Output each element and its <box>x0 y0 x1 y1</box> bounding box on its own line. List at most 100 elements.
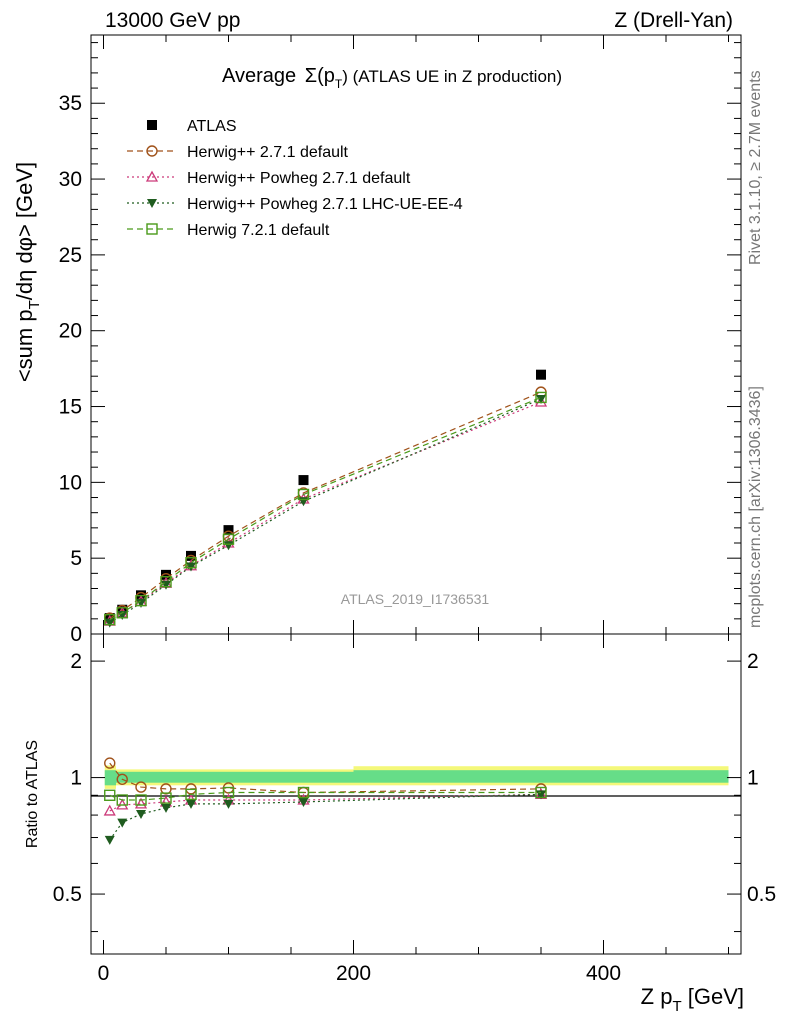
ratio-data-point <box>103 804 116 816</box>
legend-entry: ATLAS <box>187 118 237 135</box>
main-y-label-sub: T <box>26 300 43 309</box>
ratio-data-point <box>298 797 309 807</box>
main-y-tick-label: 15 <box>59 396 82 419</box>
ratio-y-tick-label-right: 1 <box>747 767 759 790</box>
ratio-data-point <box>117 818 128 828</box>
main-series-line <box>109 398 542 624</box>
main-title-rest: ) (ATLAS UE in Z production) <box>342 67 562 86</box>
ratio-uncertainty-band <box>104 765 729 789</box>
legend-marker <box>146 145 158 157</box>
ratio-plot-frame <box>90 633 742 955</box>
main-title: Average Σ(pT) (ATLAS UE in Z production) <box>222 65 562 91</box>
ratio-data-point <box>104 789 116 801</box>
legend-entry: Herwig 7.2.1 default <box>187 222 330 239</box>
main-series-line <box>109 401 542 622</box>
main-series-line <box>109 396 542 621</box>
main-data-point <box>536 369 546 380</box>
ratio-series-line <box>109 793 542 841</box>
header-left: 13000 GeV pp <box>105 9 240 32</box>
main-data-point <box>535 391 547 404</box>
main-data-point <box>223 525 234 536</box>
main-y-tick-label: 20 <box>59 320 82 343</box>
main-series <box>103 369 548 628</box>
ratio-series <box>103 757 548 845</box>
ratio-band-inner <box>353 770 729 783</box>
ratio-band-inner <box>116 771 354 783</box>
ratio-data-point <box>134 797 148 809</box>
main-data-point <box>104 618 115 628</box>
ratio-data-point <box>116 773 128 785</box>
ratio-x-label-sub: T <box>672 998 681 1015</box>
main-title-sub: T <box>335 77 343 91</box>
main-y-label: <sum pT/dη dφ> [GeV] <box>12 162 43 382</box>
ratio-y-tick-label-right: 2 <box>747 650 759 673</box>
main-data-point <box>223 541 234 551</box>
ratio-data-point <box>104 757 116 769</box>
main-y-tick-label: 10 <box>59 471 82 494</box>
ratio-data-point <box>116 794 128 806</box>
rivet-label: Rivet 3.1.10, ≥ 2.7M events <box>747 70 764 265</box>
main-data-point <box>160 575 172 588</box>
main-title-symbol: Σ(p <box>305 65 335 87</box>
main-y-label-b: /dη dφ> [GeV] <box>12 162 37 300</box>
legend: ATLAS Herwig++ 2.7.1 default Herwig++ Powh… <box>127 118 463 239</box>
main-title-word: Average <box>222 65 296 87</box>
main-data-point <box>298 475 309 486</box>
ratio-y-label: Ratio to ATLAS <box>24 740 41 848</box>
main-y-tick-label: 0 <box>70 623 82 646</box>
ratio-x-label-a: Z p <box>641 984 673 1009</box>
main-data-point <box>135 594 147 607</box>
main-data-point <box>536 394 546 404</box>
ratio-x-label: Z pT [GeV] <box>641 984 744 1015</box>
ratio-data-point <box>136 810 146 820</box>
ratio-panel: 0.5 0.5 1 1 2 2 0 200 400 Ratio to ATLAS Z pT [G… <box>24 633 776 1015</box>
ratio-data-point <box>186 799 196 809</box>
ratio-y-tick-label-left: 2 <box>70 650 82 673</box>
main-data-point <box>117 604 128 615</box>
ratio-x-tick-label: 200 <box>336 962 371 985</box>
ratio-data-point <box>297 786 310 799</box>
main-data-point <box>104 613 116 626</box>
ratio-axis-ticks: 0.5 0.5 1 1 2 2 0 200 400 <box>53 634 776 985</box>
ratio-x-tick-label: 400 <box>586 962 621 985</box>
legend-marker <box>147 120 157 130</box>
ratio-x-tick-label: 0 <box>98 962 110 985</box>
ratio-data-point <box>135 781 147 793</box>
main-y-tick-label: 5 <box>70 547 82 570</box>
ratio-data-point <box>135 794 147 806</box>
main-axis-ticks: 0 5 10 15 20 25 30 35 <box>59 35 741 646</box>
legend-entry: Herwig++ 2.7.1 default <box>187 144 349 161</box>
main-y-tick-label: 25 <box>59 244 82 267</box>
ratio-data-point <box>222 786 235 799</box>
analysis-watermark: ATLAS_2019_I1736531 <box>341 591 490 607</box>
main-data-point <box>222 533 235 545</box>
main-y-label-a: <sum p <box>12 309 37 382</box>
legend-marker <box>146 223 158 235</box>
ratio-y-tick-label-right: 0.5 <box>747 883 776 906</box>
main-data-point <box>298 497 309 507</box>
main-data-point <box>116 607 128 619</box>
main-data-point <box>185 557 197 569</box>
main-data-point <box>117 611 128 621</box>
main-data-point <box>161 569 171 580</box>
main-y-tick-label: 30 <box>59 168 82 191</box>
main-series-line <box>109 391 542 619</box>
header-right: Z (Drell-Yan) <box>614 9 733 32</box>
ratio-data-point <box>185 788 197 801</box>
ratio-y-tick-label-left: 0.5 <box>53 883 82 906</box>
main-data-point <box>136 598 146 608</box>
ratio-data-point <box>160 783 172 795</box>
ratio-data-point <box>160 792 172 804</box>
main-data-point <box>186 562 196 572</box>
legend-marker <box>147 199 157 208</box>
ratio-x-label-b: [GeV] <box>682 984 744 1009</box>
ratio-band-inner <box>104 770 116 786</box>
ratio-series-line <box>109 791 541 801</box>
legend-marker <box>145 170 159 182</box>
main-data-point <box>534 395 548 407</box>
main-y-tick-label: 35 <box>59 92 82 115</box>
mcplots-label: mcplots.cern.ch [arXiv:1306.3436] <box>747 386 764 628</box>
ratio-data-point <box>535 786 547 799</box>
